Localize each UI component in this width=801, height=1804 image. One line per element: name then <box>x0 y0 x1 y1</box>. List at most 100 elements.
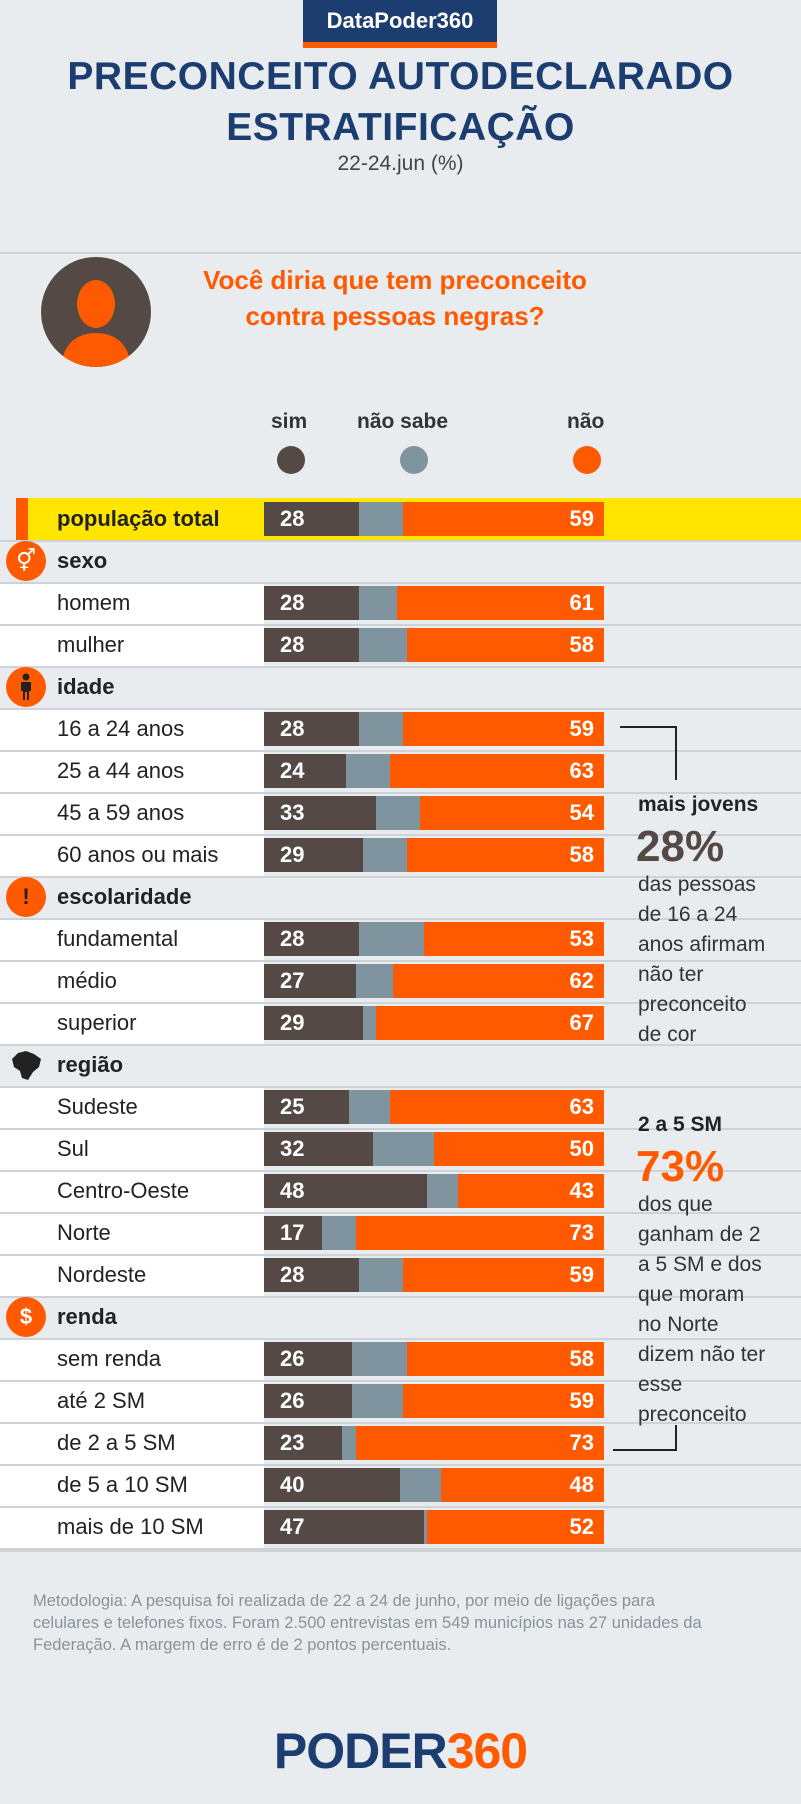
row-divider <box>0 666 801 668</box>
bar-nao <box>389 754 604 788</box>
row-background <box>0 1422 264 1464</box>
value-nao: 59 <box>569 1262 594 1287</box>
value-sim: 26 <box>280 1388 305 1413</box>
row-label: de 5 a 10 SM <box>57 1472 188 1497</box>
value-sim: 28 <box>280 1262 305 1287</box>
bar-nao-sabe <box>427 1174 458 1208</box>
bar-nao-sabe <box>359 586 397 620</box>
row-divider <box>0 1254 801 1256</box>
row-background <box>0 582 264 624</box>
value-sim: 29 <box>280 842 305 867</box>
bar-nao-sabe <box>400 1468 441 1502</box>
bar-nao <box>389 1090 604 1124</box>
page-title-line1: PRECONCEITO AUTODECLARADO <box>67 55 734 98</box>
bar-sim <box>264 502 360 536</box>
brand-badge: DataPoder360 <box>303 0 497 48</box>
value-nao: 67 <box>569 1010 594 1035</box>
row-label: sem renda <box>57 1346 161 1371</box>
row-label: Nordeste <box>57 1262 147 1287</box>
question-line1: Você diria que tem preconceito <box>203 265 587 295</box>
row-background <box>0 1086 264 1128</box>
value-sim: 27 <box>280 968 305 993</box>
bar-nao-sabe <box>345 754 390 788</box>
poder360-logo: PODER360 <box>0 1722 801 1780</box>
legend-label-sim: sim <box>271 410 308 433</box>
value-sim: 32 <box>280 1136 305 1161</box>
question-line2: contra pessoas negras? <box>245 301 545 331</box>
row-label: médio <box>57 968 117 993</box>
bar-sim <box>264 1258 360 1292</box>
bar-sim <box>264 1384 353 1418</box>
row-divider <box>0 1170 801 1172</box>
row-background <box>0 624 264 666</box>
connector-jovens <box>620 726 677 780</box>
divider-bottom <box>0 1550 801 1552</box>
legend-label-nao-sabe: não sabe <box>357 410 449 433</box>
bar-nao <box>403 1384 604 1418</box>
value-sim: 23 <box>280 1430 305 1455</box>
value-nao: 59 <box>569 506 594 531</box>
note-line: dizem não ter <box>638 1343 766 1366</box>
value-nao: 48 <box>569 1472 594 1497</box>
bar-sim <box>264 754 346 788</box>
bar-nao-sabe <box>359 628 407 662</box>
value-nao: 52 <box>569 1514 594 1539</box>
bar-nao <box>396 586 604 620</box>
value-nao: 58 <box>569 842 594 867</box>
bar-nao <box>434 1132 604 1166</box>
bar-nao-sabe <box>359 712 404 746</box>
bar-nao-sabe <box>376 796 421 830</box>
value-sim: 17 <box>280 1220 305 1245</box>
row-label: superior <box>57 1010 137 1035</box>
note-line: dos que <box>638 1193 713 1216</box>
note-line: anos afirmam <box>638 933 766 956</box>
row-divider <box>0 834 801 836</box>
bar-nao-sabe <box>359 922 424 956</box>
bar-nao <box>403 1258 604 1292</box>
bar-nao-sabe <box>372 1132 434 1166</box>
row-divider <box>0 876 801 878</box>
row-label: fundamental <box>57 926 179 951</box>
value-nao: 73 <box>569 1430 594 1455</box>
bar-sim <box>264 1342 353 1376</box>
logo-part2: 360 <box>446 1723 528 1779</box>
value-sim: 28 <box>280 716 305 741</box>
logo-part1: PODER <box>273 1723 448 1779</box>
bar-nao-sabe <box>349 1090 390 1124</box>
value-nao: 58 <box>569 1346 594 1371</box>
note-renda-title: 2 a 5 SM <box>638 1113 723 1136</box>
bar-sim <box>264 1510 424 1544</box>
note-line: ganham de 2 <box>638 1223 761 1246</box>
bar-nao <box>403 712 604 746</box>
bar-sim <box>264 586 360 620</box>
bar-nao <box>406 1342 604 1376</box>
value-nao: 63 <box>569 1094 594 1119</box>
note-connectors <box>613 726 677 1451</box>
bar-sim <box>264 1174 428 1208</box>
bar-nao <box>427 1510 604 1544</box>
value-nao: 73 <box>569 1220 594 1245</box>
legend-dot-sim <box>277 446 305 474</box>
bar-nao-sabe <box>359 502 404 536</box>
person-silhouette-icon <box>61 280 131 367</box>
bar-sim <box>264 922 360 956</box>
row-divider <box>0 750 801 752</box>
bar-nao <box>457 1174 604 1208</box>
row-label: mais de 10 SM <box>57 1514 204 1539</box>
row-background <box>0 834 264 876</box>
value-nao: 62 <box>569 968 594 993</box>
bar-nao-sabe <box>362 838 407 872</box>
row-label: 60 anos ou mais <box>57 842 219 867</box>
row-label: homem <box>57 590 131 615</box>
bar-nao-sabe <box>423 1510 428 1544</box>
row-background <box>0 1338 264 1380</box>
note-line: preconceito <box>638 993 747 1016</box>
total-label: população total <box>57 506 220 531</box>
value-sim: 28 <box>280 506 305 531</box>
section-label-3: região <box>57 1052 124 1077</box>
total-marker <box>16 498 28 540</box>
row-divider <box>0 1002 801 1004</box>
bar-nao <box>403 502 604 536</box>
avatar <box>41 257 151 367</box>
row-divider <box>0 1086 801 1088</box>
